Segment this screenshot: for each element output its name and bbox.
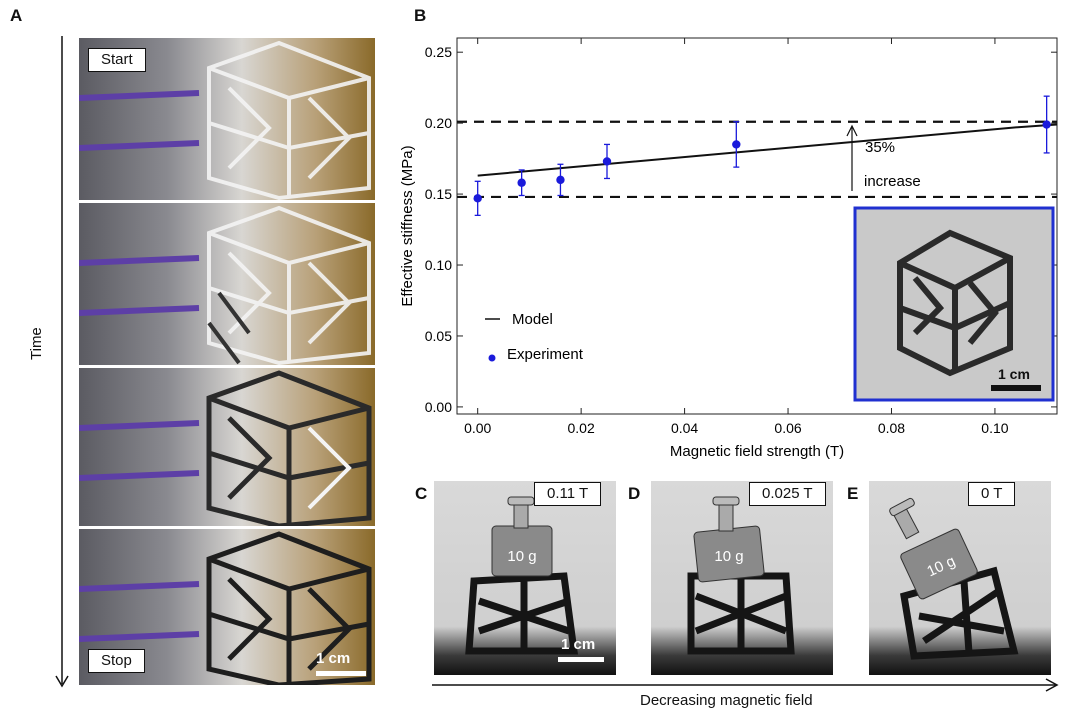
x-tick-label: 0.10 bbox=[981, 420, 1008, 436]
legend-experiment-label: Experiment bbox=[507, 346, 584, 363]
field-label-e: 0 T bbox=[968, 482, 1016, 506]
y-tick-label: 0.15 bbox=[425, 186, 452, 202]
x-tick-label: 0.08 bbox=[878, 420, 905, 436]
panel-a-scale-label: 1 cm bbox=[316, 650, 351, 667]
panel-a-letter: A bbox=[10, 6, 23, 25]
y-tick-label: 0.25 bbox=[425, 44, 452, 60]
increase-arrow-head bbox=[846, 124, 858, 137]
start-label: Start bbox=[88, 48, 146, 72]
weight-photo-d: 10 g bbox=[651, 481, 833, 675]
decreasing-field-label: Decreasing magnetic field bbox=[640, 692, 813, 709]
field-label-c: 0.11 T bbox=[534, 482, 602, 506]
legend-experiment-swatch bbox=[488, 354, 496, 362]
time-label: Time bbox=[28, 327, 45, 360]
experiment-point bbox=[556, 175, 565, 185]
x-tick-label: 0.00 bbox=[464, 420, 491, 436]
weight-photo-c: 10 g bbox=[434, 481, 616, 675]
y-tick-label: 0.05 bbox=[425, 328, 452, 344]
decreasing-field-arrow bbox=[432, 678, 1059, 692]
stiffness-chart: 0.00 0.02 0.04 0.06 0.08 0.10 0.00 0.05 0.10 0.1… bbox=[399, 37, 1058, 460]
lattice-photo-2 bbox=[79, 203, 375, 365]
field-label-d: 0.025 T bbox=[749, 482, 826, 506]
inset-scale-label: 1 cm bbox=[998, 366, 1030, 382]
weight-label-c: 10 g bbox=[507, 548, 536, 565]
panel-c-scale-bar bbox=[558, 657, 604, 662]
inset-lattice-photo bbox=[897, 229, 1013, 377]
experiment-point bbox=[602, 157, 612, 166]
panel-b-letter: B bbox=[414, 6, 427, 25]
panel-c-scale-label: 1 cm bbox=[561, 636, 596, 653]
experiment-point bbox=[1042, 120, 1051, 129]
x-tick-label: 0.04 bbox=[671, 420, 698, 436]
y-tick-label: 0.10 bbox=[425, 257, 452, 273]
model-line bbox=[477, 123, 1058, 177]
y-axis-label: Effective stiffness (MPa) bbox=[399, 145, 416, 306]
stop-label: Stop bbox=[88, 649, 145, 673]
inset-scale-bar bbox=[991, 385, 1041, 391]
x-tick-label: 0.06 bbox=[774, 420, 801, 436]
plot-frame bbox=[456, 37, 1058, 415]
panel-a-scale-bar bbox=[316, 671, 366, 676]
time-arrow bbox=[55, 36, 69, 688]
experiment-point bbox=[517, 178, 526, 187]
y-tick-label: 0.00 bbox=[425, 399, 452, 415]
y-tick-label: 0.20 bbox=[425, 115, 452, 131]
weight-photo-e: 10 g bbox=[869, 481, 1051, 675]
legend-model-label: Model bbox=[512, 311, 553, 328]
x-tick-label: 0.02 bbox=[568, 420, 595, 436]
annotation-line2: increase bbox=[864, 173, 921, 190]
lattice-photo-3 bbox=[79, 368, 375, 526]
x-axis-label: Magnetic field strength (T) bbox=[670, 443, 844, 460]
experiment-point bbox=[473, 194, 482, 203]
annotation-line1: 35% bbox=[865, 139, 895, 156]
panel-d-letter: D bbox=[628, 484, 641, 503]
weight-label-d: 10 g bbox=[714, 548, 743, 565]
panel-e-letter: E bbox=[847, 484, 859, 503]
experiment-point bbox=[732, 140, 741, 149]
panel-c-letter: C bbox=[415, 484, 428, 503]
